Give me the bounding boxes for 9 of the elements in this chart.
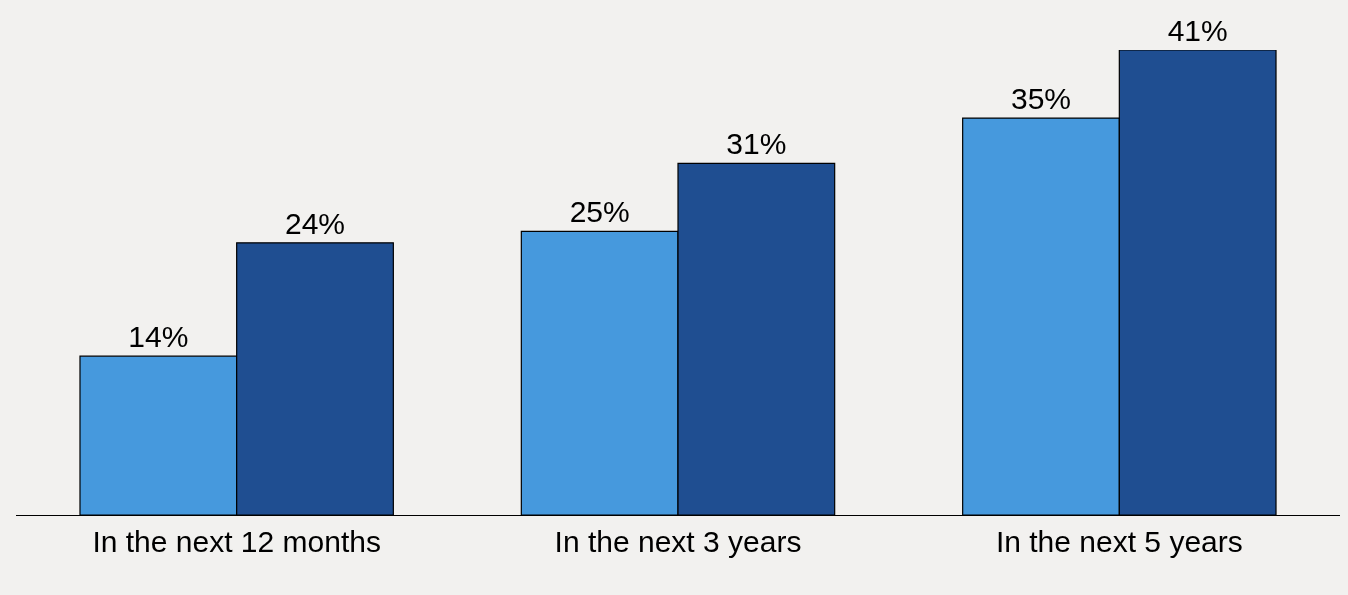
x-tick-label: In the next 5 years [995, 525, 1243, 559]
data-label: 41% [1167, 14, 1228, 47]
data-label: 35% [1010, 82, 1072, 116]
data-label: 25% [569, 195, 630, 229]
data-label: 14% [128, 320, 189, 354]
x-tick-label: In the next 12 months [92, 525, 381, 559]
data-label: 24% [284, 206, 346, 240]
data-label: 31% [726, 127, 787, 161]
x-tick-label: In the next 3 years [554, 525, 802, 559]
